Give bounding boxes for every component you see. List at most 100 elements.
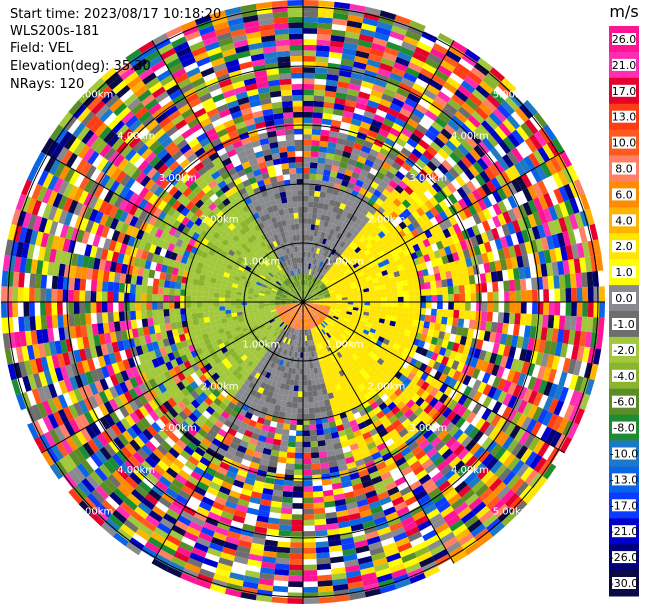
velocity-gate bbox=[317, 580, 333, 587]
velocity-gate bbox=[308, 298, 314, 301]
velocity-gate bbox=[224, 302, 231, 307]
velocity-gate bbox=[284, 474, 294, 481]
velocity-gate bbox=[501, 323, 509, 335]
velocity-gate bbox=[490, 321, 498, 333]
velocity-gate bbox=[318, 308, 324, 312]
velocity-gate bbox=[426, 432, 438, 444]
velocity-gate bbox=[419, 67, 435, 80]
velocity-gate bbox=[440, 356, 450, 366]
velocity-gate bbox=[478, 349, 487, 361]
velocity-gate bbox=[419, 439, 431, 450]
velocity-gate bbox=[327, 234, 333, 241]
velocity-gate bbox=[469, 310, 477, 321]
velocity-gate bbox=[462, 374, 472, 386]
velocity-gate bbox=[329, 290, 335, 294]
velocity-gate bbox=[1, 317, 9, 334]
velocity-gate bbox=[280, 513, 292, 520]
velocity-gate bbox=[592, 271, 599, 287]
velocity-gate bbox=[330, 296, 337, 300]
velocity-gate bbox=[362, 75, 376, 84]
velocity-gate bbox=[502, 345, 511, 357]
velocity-gate bbox=[390, 211, 399, 220]
velocity-gate bbox=[487, 386, 498, 399]
velocity-gate bbox=[385, 310, 392, 316]
velocity-gate bbox=[320, 315, 326, 320]
velocity-gate bbox=[448, 456, 462, 469]
velocity-gate bbox=[337, 281, 344, 287]
velocity-gate bbox=[434, 213, 444, 224]
velocity-gate bbox=[336, 260, 343, 267]
velocity-gate bbox=[307, 294, 312, 299]
velocity-gate bbox=[385, 410, 395, 420]
velocity-gate bbox=[454, 241, 463, 252]
velocity-gate bbox=[308, 304, 314, 308]
velocity-gate bbox=[485, 133, 499, 148]
velocity-gate bbox=[542, 314, 549, 328]
velocity-gate bbox=[152, 294, 158, 302]
velocity-gate bbox=[330, 295, 337, 298]
velocity-gate bbox=[543, 192, 554, 208]
velocity-gate bbox=[420, 348, 429, 357]
velocity-gate bbox=[414, 307, 421, 315]
velocity-gate bbox=[349, 320, 356, 325]
velocity-gate bbox=[347, 322, 355, 328]
velocity-gate bbox=[359, 361, 367, 369]
velocity-gate bbox=[318, 294, 325, 297]
velocity-gate bbox=[278, 451, 288, 458]
velocity-gate bbox=[325, 303, 331, 305]
velocity-gate bbox=[312, 252, 316, 259]
velocity-gate bbox=[441, 144, 454, 156]
velocity-gate bbox=[532, 149, 546, 165]
velocity-gate bbox=[342, 320, 349, 325]
velocity-gate bbox=[521, 337, 530, 350]
velocity-gate bbox=[330, 242, 337, 249]
velocity-gate bbox=[505, 357, 514, 370]
velocity-gate bbox=[504, 168, 517, 182]
velocity-gate bbox=[469, 283, 477, 294]
velocity-gate bbox=[324, 264, 330, 271]
velocity-gate bbox=[320, 135, 330, 142]
velocity-gate bbox=[453, 201, 463, 213]
velocity-gate bbox=[334, 148, 344, 157]
velocity-gate bbox=[444, 102, 458, 116]
velocity-gate bbox=[318, 591, 334, 598]
velocity-gate bbox=[392, 297, 399, 302]
velocity-gate bbox=[319, 255, 324, 262]
velocity-gate bbox=[294, 452, 303, 459]
velocity-gate bbox=[369, 48, 385, 58]
velocity-gate bbox=[405, 399, 416, 409]
velocity-gate bbox=[308, 275, 312, 281]
velocity-gate bbox=[494, 463, 508, 478]
velocity-gate bbox=[382, 258, 390, 266]
velocity-gate bbox=[417, 72, 432, 85]
velocity-gate bbox=[380, 123, 392, 133]
velocity-gate bbox=[313, 306, 319, 309]
velocity-gate bbox=[470, 523, 486, 538]
velocity-gate bbox=[309, 235, 314, 242]
velocity-gate bbox=[346, 134, 357, 143]
velocity-gate bbox=[51, 302, 58, 316]
velocity-gate bbox=[497, 81, 513, 97]
velocity-gate bbox=[343, 318, 350, 323]
velocity-gate bbox=[327, 313, 334, 318]
velocity-gate bbox=[482, 98, 497, 113]
velocity-gate bbox=[593, 302, 600, 318]
velocity-gate bbox=[537, 365, 547, 380]
velocity-gate bbox=[512, 324, 520, 337]
velocity-gate bbox=[396, 311, 404, 318]
velocity-gate bbox=[347, 296, 354, 300]
velocity-gate bbox=[318, 0, 335, 8]
velocity-gate bbox=[363, 69, 378, 79]
velocity-gate bbox=[428, 226, 438, 236]
velocity-gate bbox=[236, 295, 242, 299]
velocity-gate bbox=[315, 219, 321, 226]
velocity-gate bbox=[394, 156, 405, 167]
velocity-gate bbox=[533, 131, 547, 147]
velocity-gate bbox=[279, 445, 288, 453]
velocity-gate bbox=[357, 155, 367, 165]
velocity-gate bbox=[307, 379, 312, 386]
velocity-gate bbox=[494, 126, 508, 141]
velocity-gate bbox=[512, 397, 523, 412]
velocity-gate bbox=[310, 435, 318, 442]
velocity-gate bbox=[303, 458, 312, 465]
